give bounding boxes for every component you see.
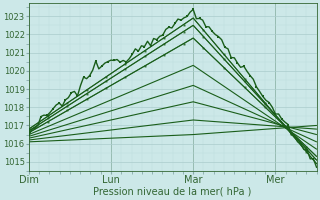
X-axis label: Pression niveau de la mer( hPa ): Pression niveau de la mer( hPa ) <box>93 187 252 197</box>
